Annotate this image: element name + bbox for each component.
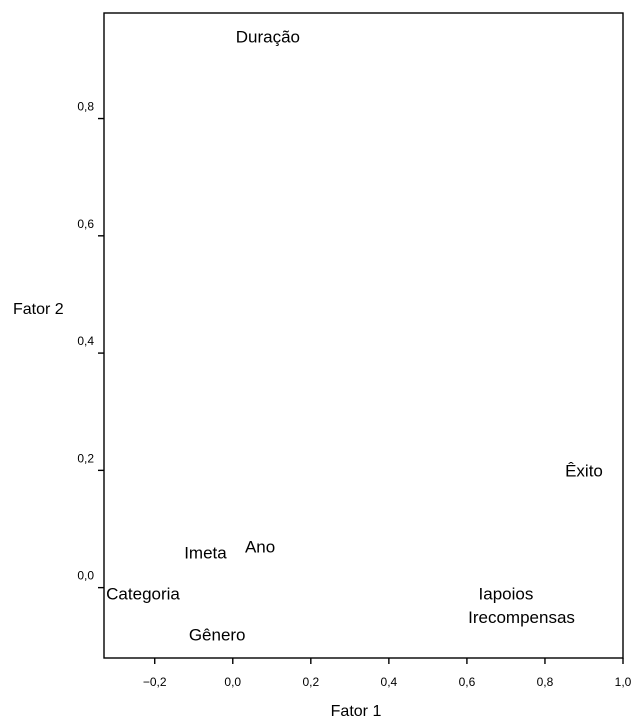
x-tick-label: 0,8 [537, 675, 554, 689]
x-tick-label: 0,2 [302, 675, 319, 689]
point-labels: Duração Êxito Ano Imeta Categoria Iapoios Irec… [106, 27, 603, 644]
point-label: Imeta [184, 543, 227, 562]
point-label: Categoria [106, 585, 180, 604]
y-tick-label: 0,4 [77, 334, 94, 348]
point-label: Irecompensas [468, 608, 575, 627]
point-label: Duração [236, 27, 300, 46]
x-tick-label: −0,2 [143, 675, 167, 689]
point-label: Êxito [565, 461, 603, 480]
y-axis-label: Fator 2 [13, 301, 64, 318]
y-axis-ticks: 0,0 0,2 0,4 0,6 0,8 [77, 100, 104, 589]
y-tick-label: 0,6 [77, 217, 94, 231]
plot-frame [103, 12, 624, 659]
y-tick-label: 0,2 [77, 451, 94, 465]
point-label: Ano [245, 538, 275, 557]
y-tick-label: 0,0 [77, 569, 94, 583]
y-tick-label: 0,8 [77, 100, 94, 114]
x-tick-label: 0,6 [459, 675, 476, 689]
x-tick-label: 1,0 [615, 675, 632, 689]
x-axis-ticks: −0,2 0,0 0,2 0,4 0,6 0,8 1,0 [143, 658, 632, 689]
point-label: Gênero [189, 626, 246, 645]
x-tick-label: 0,4 [381, 675, 398, 689]
x-axis-label: Fator 1 [331, 703, 382, 720]
x-tick-label: 0,0 [224, 675, 241, 689]
point-label: Iapoios [479, 585, 534, 604]
